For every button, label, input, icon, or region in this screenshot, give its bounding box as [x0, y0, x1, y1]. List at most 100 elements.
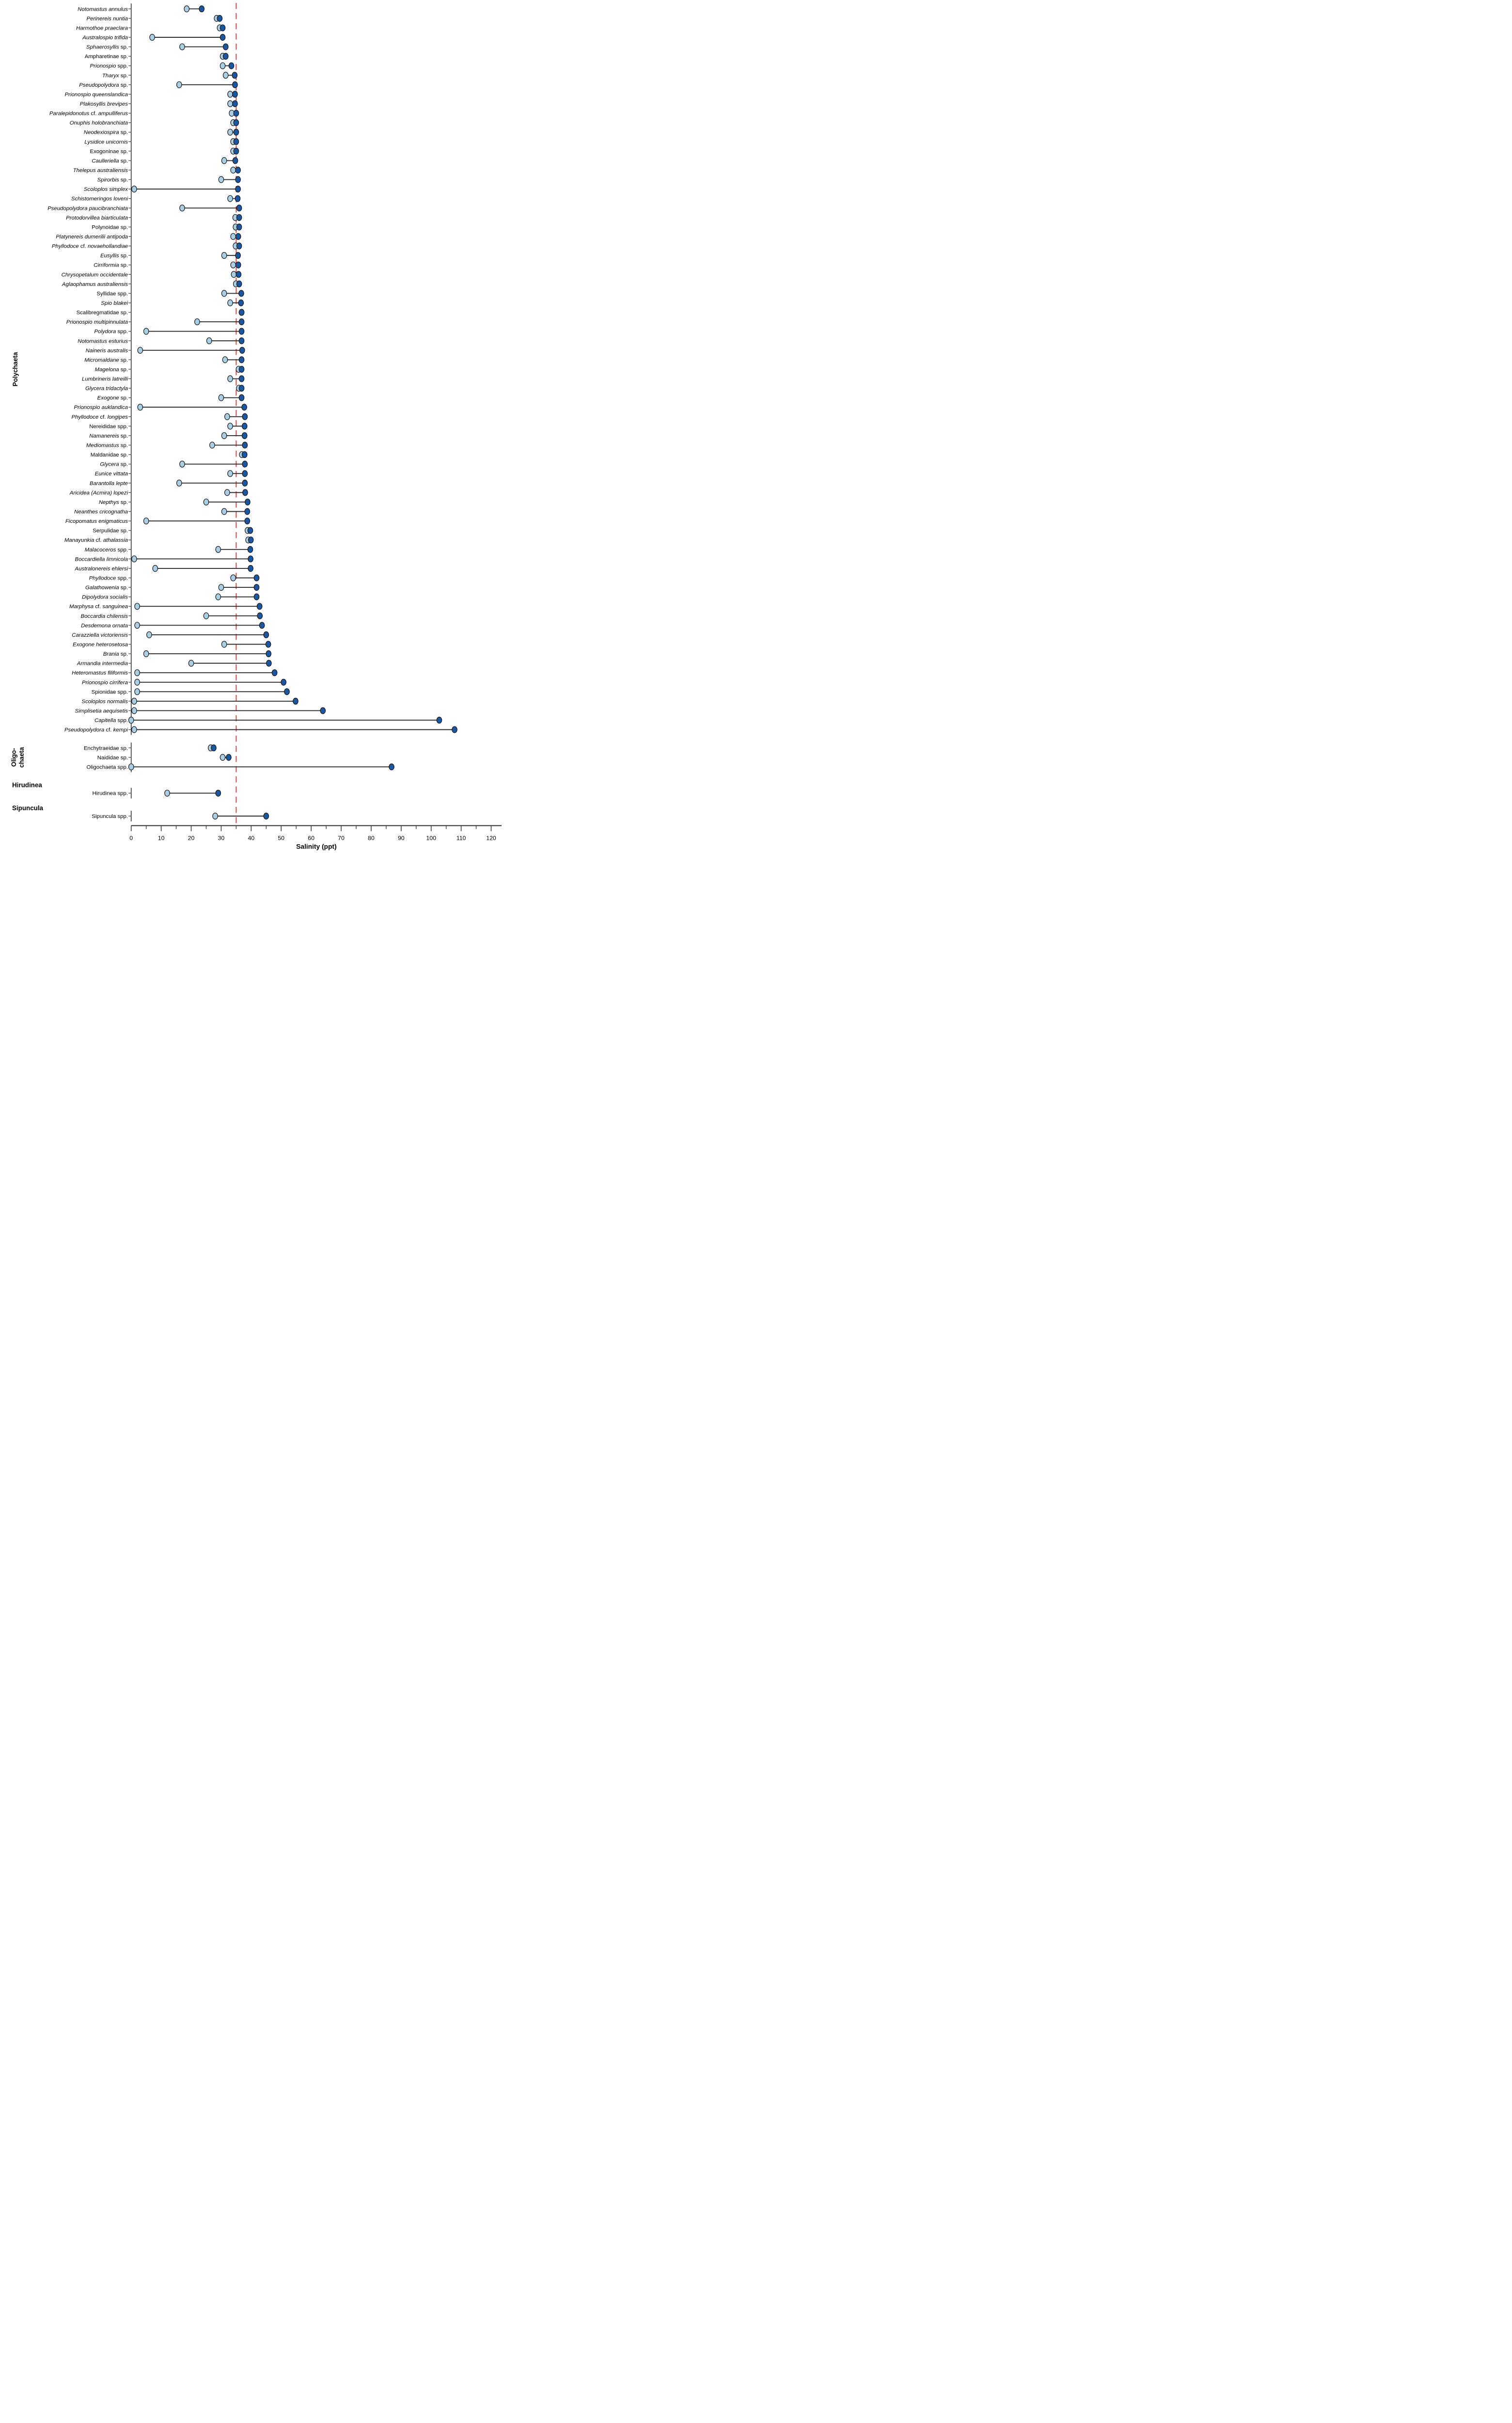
- max-salinity-dot: [241, 404, 247, 411]
- min-salinity-dot: [134, 678, 140, 686]
- min-salinity-dot: [215, 546, 221, 553]
- species-label: Tharyx sp.: [102, 73, 128, 79]
- max-salinity-dot: [217, 15, 223, 22]
- max-salinity-dot: [233, 119, 239, 126]
- max-salinity-dot: [238, 318, 245, 326]
- max-salinity-dot: [259, 622, 265, 629]
- species-row: Desdemona ornata: [81, 622, 265, 629]
- species-row: Platynereis dumerilii antipoda: [56, 233, 241, 240]
- max-salinity-dot: [238, 365, 245, 373]
- max-salinity-dot: [266, 660, 272, 667]
- max-salinity-dot: [256, 603, 263, 610]
- max-salinity-dot: [242, 489, 248, 496]
- max-salinity-dot: [236, 214, 242, 221]
- min-salinity-dot: [218, 394, 224, 401]
- species-row: Oligochaeta spp.: [87, 763, 394, 771]
- max-salinity-dot: [235, 233, 241, 240]
- species-row: Glycera sp.: [100, 460, 248, 468]
- species-label: Neodexiospira sp.: [84, 130, 128, 136]
- min-salinity-dot: [188, 660, 194, 667]
- species-label: Micromaldane sp.: [84, 357, 128, 363]
- species-row: Prionospio cirrifera: [82, 678, 286, 686]
- species-row: Neodexiospira sp.: [84, 128, 239, 136]
- min-salinity-dot: [128, 763, 134, 771]
- species-row: Tharyx sp.: [102, 72, 238, 79]
- min-salinity-dot: [131, 726, 137, 733]
- species-row: Simplisetia aequisetis: [75, 707, 326, 714]
- max-salinity-dot: [238, 309, 245, 316]
- species-row: Prionospio queenslandica: [65, 91, 238, 98]
- species-label: Spionidae spp.: [92, 689, 128, 695]
- species-label: Notomastus annulus: [78, 6, 128, 12]
- max-salinity-dot: [248, 555, 253, 563]
- min-salinity-dot: [220, 754, 226, 761]
- species-label: Exogone heterosetosa: [73, 642, 128, 647]
- x-axis-title: Salinity (ppt): [296, 843, 337, 850]
- max-salinity-dot: [215, 789, 221, 797]
- species-label: Magelona sp.: [95, 367, 128, 373]
- taxon-group-sipuncula: Sipuncula spp. Sipuncula: [12, 804, 269, 821]
- species-row: Galathowenia sp.: [85, 584, 260, 591]
- species-label: Lysidice unicornis: [84, 139, 128, 145]
- species-label: Lumbrineris latreilli: [82, 377, 128, 382]
- species-label: Scalibregmatidae sp.: [77, 310, 128, 316]
- species-row: Sipuncula spp.: [92, 812, 269, 819]
- figure-container: Notomastus annulus Perinereis nuntia Harmo…: [0, 0, 504, 850]
- species-row: Prionospio auklandica: [74, 404, 247, 410]
- max-salinity-dot: [242, 441, 248, 449]
- species-row: Paralepidonotus cf. ampulliferus: [49, 110, 239, 117]
- species-label: Scoloplos normalis: [81, 699, 128, 705]
- species-row: Maldanidae sp.: [91, 451, 248, 458]
- species-label: Boccardiella limnicola: [75, 556, 128, 562]
- species-row: Thelepus australiensis: [73, 166, 241, 173]
- max-salinity-dot: [232, 157, 238, 164]
- max-salinity-dot: [242, 479, 248, 487]
- min-salinity-dot: [231, 271, 237, 278]
- max-salinity-dot: [238, 337, 245, 345]
- species-row: Onuphis holobranchiata: [70, 119, 239, 126]
- min-salinity-dot: [230, 166, 236, 173]
- species-label: Prionospio cirrifera: [82, 680, 128, 686]
- min-salinity-dot: [137, 404, 143, 411]
- salinity-dumbbell-chart: Notomastus annulus Perinereis nuntia Harmo…: [10, 3, 502, 850]
- species-label: Phyllodoce spp.: [89, 576, 128, 582]
- x-tick-label: 30: [218, 835, 225, 842]
- max-salinity-dot: [244, 508, 251, 515]
- species-row: Phyllodoce cf. longipes: [71, 413, 248, 420]
- min-salinity-dot: [218, 176, 224, 183]
- max-salinity-dot: [452, 726, 457, 733]
- species-label: Schistomeringos loveni: [71, 196, 128, 202]
- species-row: Exogone sp.: [97, 394, 245, 401]
- species-row: Spionidae spp.: [92, 688, 290, 695]
- max-salinity-dot: [257, 612, 263, 619]
- species-row: Sphaerosyllis sp.: [86, 43, 229, 50]
- min-salinity-dot: [227, 100, 233, 108]
- x-tick-label: 0: [129, 835, 133, 842]
- min-salinity-dot: [222, 356, 228, 363]
- species-row: Manayunkia cf. athalassia: [64, 536, 254, 543]
- species-label: Heteromastus filiformis: [72, 670, 128, 676]
- species-row: Magelona sp.: [95, 365, 245, 373]
- max-salinity-dot: [232, 91, 238, 98]
- max-salinity-dot: [244, 518, 251, 525]
- min-salinity-dot: [152, 565, 158, 572]
- min-salinity-dot: [227, 375, 233, 382]
- species-label: Exogoninae sp.: [90, 149, 128, 155]
- x-tick-label: 80: [368, 835, 375, 842]
- species-row: Carazziella victoriensis: [72, 631, 269, 638]
- max-salinity-dot: [236, 205, 242, 212]
- min-salinity-dot: [221, 508, 227, 515]
- species-label: Desdemona ornata: [81, 623, 128, 629]
- min-salinity-dot: [137, 346, 143, 354]
- species-label: Spirorbis sp.: [97, 177, 128, 183]
- species-label: Glycera sp.: [100, 462, 128, 468]
- species-row: Schistomeringos loveni: [71, 195, 241, 202]
- species-label: Manayunkia cf. athalassia: [64, 537, 128, 543]
- species-row: Naididae sp.: [97, 754, 232, 761]
- species-label: Serpulidae sp.: [93, 528, 128, 534]
- species-label: Oligochaeta spp.: [87, 764, 128, 770]
- min-salinity-dot: [227, 299, 233, 306]
- max-salinity-dot: [232, 100, 238, 108]
- min-salinity-dot: [230, 261, 236, 268]
- species-label: Pseudopolydora cf. kempi: [64, 727, 128, 733]
